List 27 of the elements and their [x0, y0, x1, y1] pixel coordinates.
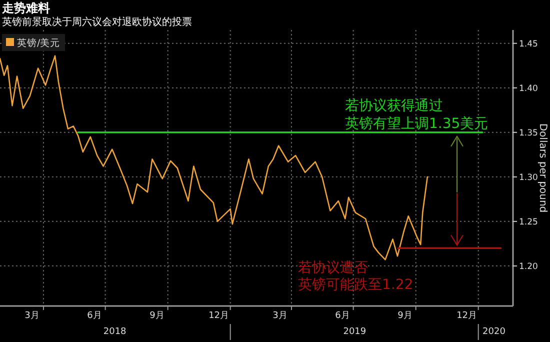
- legend-label: 英镑/美元: [17, 37, 60, 49]
- chart-title: 走势难料: [1, 1, 50, 15]
- legend: 英镑/美元: [2, 34, 65, 51]
- y-axis-title: Dollars per pound: [537, 123, 548, 213]
- y-tick-label: 1.30: [519, 172, 538, 183]
- chart-subtitle: 英镑前景取决于周六议会对退欧协议的投票: [2, 16, 192, 28]
- x-tick-label: 3月: [272, 311, 288, 321]
- annotation: 英镑可能跌至1.22: [298, 277, 414, 293]
- x-tick-label: 3月: [24, 311, 40, 321]
- annotation: 若协议遭否: [298, 260, 368, 276]
- annotation: 英镑有望上调1.35美元: [345, 116, 488, 132]
- x2-tick-label: 2018: [103, 327, 127, 337]
- y-tick-label: 1.25: [519, 217, 538, 228]
- x-tick-label: 6月: [335, 311, 350, 321]
- y-tick-label: 1.20: [519, 262, 538, 272]
- y-tick-label: 1.40: [519, 84, 538, 94]
- annotation: 若协议获得通过: [345, 98, 443, 114]
- x2-tick-label: 2019: [343, 327, 366, 337]
- x-tick-label: 12月: [208, 311, 230, 321]
- y-tick-label: 1.35: [519, 128, 538, 138]
- line-series: [0, 55, 428, 260]
- x2-tick-label: 2020: [482, 327, 506, 337]
- x-tick-label: 9月: [150, 311, 164, 321]
- x-tick-label: 12月: [456, 311, 478, 321]
- y-tick-label: 1.45: [519, 39, 538, 50]
- x-tick-label: 9月: [398, 311, 412, 321]
- x-tick-label: 6月: [87, 311, 102, 321]
